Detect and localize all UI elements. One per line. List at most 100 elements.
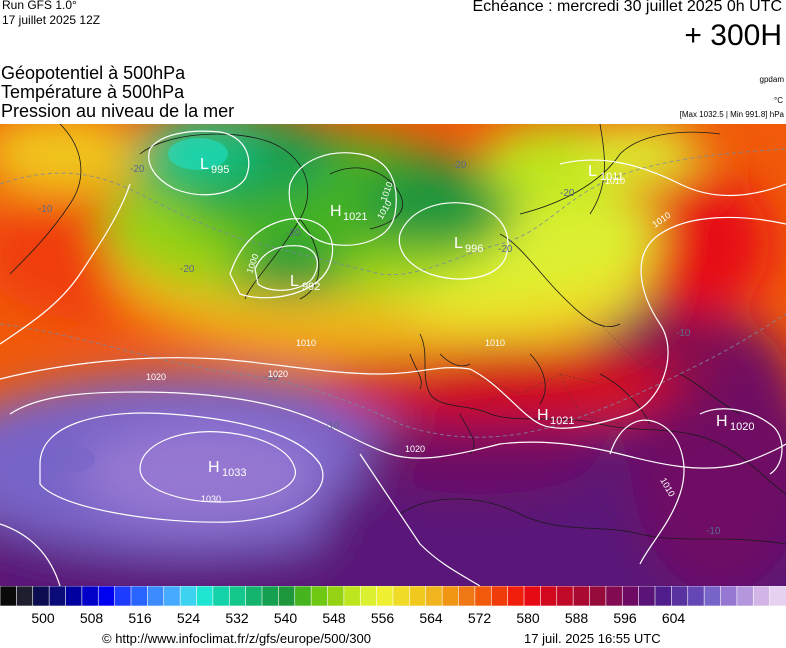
svg-text:1021: 1021 [550, 415, 574, 427]
unit-geopotential: gpdam [759, 75, 784, 84]
color-scale-swatch [294, 586, 312, 606]
copyright-url[interactable]: © http://www.infoclimat.fr/z/gfs/europe/… [102, 631, 371, 646]
color-scale-tick: 540 [273, 610, 298, 626]
color-scale-swatch [769, 586, 786, 606]
color-scale-swatch [0, 586, 18, 606]
low-center[interactable]: L 996 [454, 235, 483, 255]
high-center[interactable]: H 1020 [716, 413, 754, 433]
high-center[interactable]: H 1033 [208, 459, 246, 479]
color-scale-tick: 516 [128, 610, 152, 626]
svg-text:992: 992 [302, 281, 320, 293]
color-scale-swatch [720, 586, 738, 606]
color-scale-swatch [245, 586, 263, 606]
color-scale-tick: 580 [516, 610, 540, 626]
temperature-label: -20 [452, 160, 467, 171]
color-scale-swatch [540, 586, 558, 606]
run-label: Run GFS 1.0° [2, 0, 77, 12]
color-scale-tick: 500 [31, 610, 55, 626]
color-scale-swatch [212, 586, 231, 606]
color-scale-swatch [441, 586, 460, 606]
color-scale-tick: 596 [613, 610, 637, 626]
layer-geopotential: Géopotentiel à 500hPa [1, 63, 186, 83]
color-scale-swatch [687, 586, 705, 606]
isobar-label: 1010 [605, 176, 625, 186]
color-scale-swatch [343, 586, 362, 606]
color-scale-swatch [458, 586, 476, 606]
run-date: 17 juillet 2025 12Z [2, 13, 101, 27]
temperature-label: -10 [706, 526, 721, 537]
svg-text:H: H [537, 407, 549, 424]
low-center[interactable]: L 995 [200, 156, 229, 176]
unit-temperature: °C [774, 96, 783, 105]
low-center[interactable]: L 1011 [588, 163, 624, 183]
isobars [0, 130, 786, 586]
color-scale-swatch [359, 586, 378, 606]
color-scale-tick: 556 [370, 610, 395, 626]
generation-timestamp: 17 juil. 2025 16:55 UTC [524, 631, 661, 646]
high-center[interactable]: H 1021 [330, 203, 367, 223]
color-scale-swatch [572, 586, 591, 606]
color-scale [0, 586, 786, 606]
forecast-valid-time: Echéance : mercredi 30 juillet 2025 0h U… [472, 0, 783, 15]
color-scale-swatch [196, 586, 214, 606]
color-scale-tick: 572 [467, 610, 492, 626]
color-scale-swatch [638, 586, 656, 606]
color-scale-swatch [409, 586, 427, 606]
color-scale-swatch [736, 586, 755, 606]
svg-text:L: L [290, 273, 299, 290]
isobar-label: 1020 [146, 372, 166, 382]
color-scale-swatch [703, 586, 722, 606]
color-scale-swatch [32, 586, 50, 606]
color-scale-swatch [163, 586, 181, 606]
weather-map[interactable]: -20 -20 -20 -20 -20 -20 -10 -10 -10 -10 … [0, 124, 786, 586]
svg-text:H: H [716, 413, 728, 430]
temperature-label: -10 [325, 421, 340, 432]
svg-text:1021: 1021 [343, 211, 367, 223]
color-scale-swatch [81, 586, 100, 606]
isobar-label: 1030 [201, 494, 221, 504]
color-scale-swatch [376, 586, 394, 606]
temperature-label: -20 [286, 228, 301, 239]
temperature-label: -20 [560, 188, 575, 199]
forecast-horizon: + 300H [684, 19, 782, 52]
color-scale-swatch [507, 586, 525, 606]
color-scale-tick: 564 [419, 610, 443, 626]
color-scale-swatch [671, 586, 689, 606]
high-center[interactable]: H 1021 [537, 407, 574, 427]
svg-text:H: H [208, 459, 220, 476]
color-scale-swatch [228, 586, 247, 606]
temperature-label: -20 [180, 264, 195, 275]
geopotential-field: -20 -20 -20 -20 -20 -20 -10 -10 -10 -10 … [0, 124, 786, 586]
pressure-centers: L 992 L 996 L 995 L 1011 H 1021 H 1033 H 1021 H… [200, 156, 754, 479]
color-scale-swatch [490, 586, 509, 606]
color-scale-swatch [654, 586, 673, 606]
temperature-label: -10 [38, 204, 53, 215]
color-scale-swatch [556, 586, 574, 606]
isobar-label: 1010 [296, 338, 316, 348]
svg-text:1020: 1020 [730, 421, 754, 433]
color-scale-swatch [278, 586, 296, 606]
low-center[interactable]: L 992 [290, 273, 320, 293]
color-scale-swatch [425, 586, 443, 606]
color-scale-swatch [621, 586, 640, 606]
layer-temperature: Température à 500hPa [1, 82, 185, 102]
svg-text:1011: 1011 [600, 171, 624, 183]
color-scale-swatch [605, 586, 624, 606]
color-scale-ticks: 500 508 516 524 532 540 548 556 564 572 580 588 596 6… [0, 610, 786, 628]
color-scale-swatch [261, 586, 280, 606]
color-scale-swatch [310, 586, 329, 606]
isotherms [0, 148, 786, 438]
svg-text:996: 996 [465, 243, 483, 255]
color-scale-tick: 524 [176, 610, 201, 626]
svg-text:L: L [200, 156, 209, 173]
color-scale-swatch [16, 586, 34, 606]
color-scale-tick: 604 [661, 610, 686, 626]
color-scale-swatch [147, 586, 165, 606]
temperature-labels: -20 -20 -20 -20 -20 -20 -10 -10 -10 -10 … [38, 160, 721, 537]
svg-text:L: L [588, 163, 597, 180]
temperature-label: -20 [130, 164, 145, 175]
color-scale-swatch [65, 586, 83, 606]
color-scale-swatch [474, 586, 493, 606]
color-scale-swatch [589, 586, 607, 606]
color-scale-swatch [48, 586, 67, 606]
